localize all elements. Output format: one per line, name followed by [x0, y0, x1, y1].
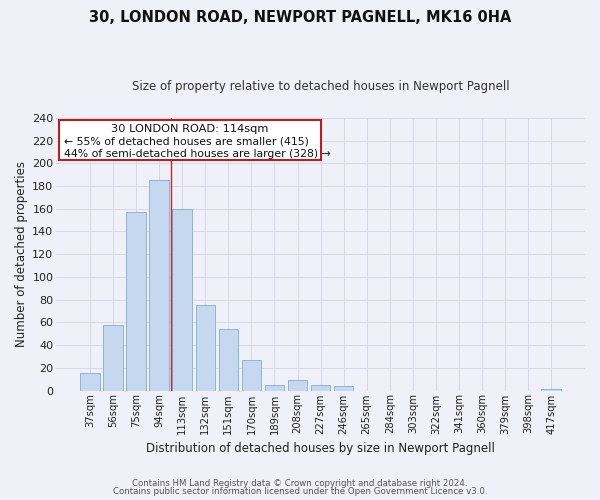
- Text: ← 55% of detached houses are smaller (415): ← 55% of detached houses are smaller (41…: [64, 136, 309, 146]
- Text: Contains HM Land Registry data © Crown copyright and database right 2024.: Contains HM Land Registry data © Crown c…: [132, 478, 468, 488]
- Text: 30 LONDON ROAD: 114sqm: 30 LONDON ROAD: 114sqm: [111, 124, 268, 134]
- Bar: [288, 380, 307, 390]
- Bar: [149, 180, 169, 390]
- Text: 44% of semi-detached houses are larger (328) →: 44% of semi-detached houses are larger (…: [64, 149, 331, 159]
- Bar: [218, 329, 238, 390]
- Bar: [80, 374, 100, 390]
- Bar: [196, 306, 215, 390]
- Bar: [242, 360, 261, 390]
- Text: Contains public sector information licensed under the Open Government Licence v3: Contains public sector information licen…: [113, 487, 487, 496]
- Bar: [103, 324, 123, 390]
- Bar: [127, 212, 146, 390]
- Bar: [172, 208, 192, 390]
- Bar: [334, 386, 353, 390]
- Bar: [265, 385, 284, 390]
- Bar: [311, 385, 331, 390]
- Y-axis label: Number of detached properties: Number of detached properties: [15, 161, 28, 347]
- Text: 30, LONDON ROAD, NEWPORT PAGNELL, MK16 0HA: 30, LONDON ROAD, NEWPORT PAGNELL, MK16 0…: [89, 10, 511, 25]
- X-axis label: Distribution of detached houses by size in Newport Pagnell: Distribution of detached houses by size …: [146, 442, 495, 455]
- FancyBboxPatch shape: [59, 120, 320, 160]
- Title: Size of property relative to detached houses in Newport Pagnell: Size of property relative to detached ho…: [132, 80, 509, 93]
